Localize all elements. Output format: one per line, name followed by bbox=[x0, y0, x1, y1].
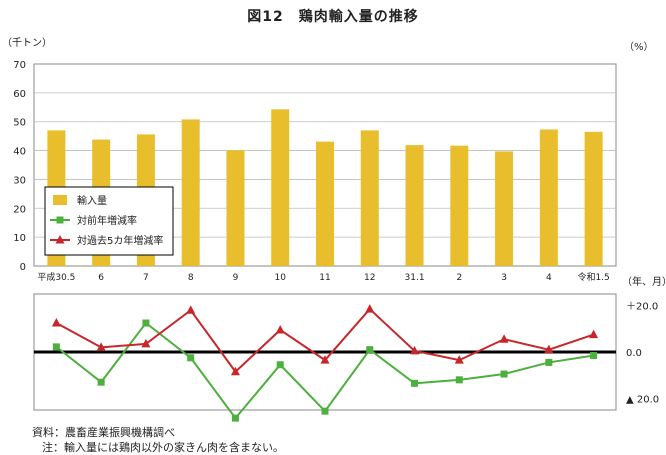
series-marker-square bbox=[590, 351, 598, 359]
x-tick-label: 8 bbox=[188, 273, 194, 283]
line-y-tick-label: 0.0 bbox=[626, 348, 642, 359]
series-marker-square bbox=[411, 379, 419, 387]
series-marker-triangle bbox=[410, 345, 420, 355]
series-marker-square bbox=[231, 414, 239, 422]
bar bbox=[226, 150, 245, 266]
series-marker-triangle bbox=[275, 324, 285, 334]
bar-y-tick-label: 50 bbox=[13, 118, 26, 129]
series-marker-triangle bbox=[186, 305, 196, 314]
bar-y-tick-label: 10 bbox=[13, 233, 26, 244]
line-y-tick-label: ＋20.0 bbox=[626, 302, 658, 313]
bar bbox=[360, 130, 379, 266]
line-y-axis-label: （%） bbox=[624, 41, 654, 53]
x-tick-label: 7 bbox=[143, 273, 149, 283]
legend-marker-triangle bbox=[55, 235, 65, 244]
bar-y-tick-label: 30 bbox=[13, 175, 26, 186]
series-marker-square bbox=[276, 361, 284, 369]
series-marker-square bbox=[52, 343, 60, 351]
x-tick-label: 11 bbox=[319, 273, 330, 283]
legend-swatch-bar bbox=[53, 195, 67, 205]
bar bbox=[495, 151, 514, 266]
series-marker-triangle bbox=[589, 329, 599, 339]
bar-y-tick-label: 40 bbox=[13, 147, 26, 158]
series-marker-triangle bbox=[454, 355, 464, 364]
series-marker-triangle bbox=[230, 366, 240, 376]
x-tick-label: 10 bbox=[275, 273, 287, 283]
x-tick-label: 平成30.5 bbox=[37, 271, 75, 283]
x-tick-label: 2 bbox=[456, 273, 462, 283]
bar bbox=[181, 119, 200, 266]
legend-marker-square bbox=[56, 216, 64, 224]
legend-label: 輸入量 bbox=[77, 194, 107, 207]
bar-y-tick-label: 0 bbox=[20, 262, 26, 273]
series-marker-triangle bbox=[96, 342, 106, 351]
x-tick-label: 6 bbox=[98, 273, 104, 283]
bar bbox=[271, 109, 290, 266]
series-marker-square bbox=[97, 378, 105, 386]
series-marker-square bbox=[187, 354, 195, 362]
x-tick-label: 3 bbox=[501, 273, 507, 283]
bar bbox=[584, 131, 603, 266]
series-marker-square bbox=[500, 370, 508, 378]
source-note: 資料：農畜産業振興機構調べ bbox=[32, 426, 175, 439]
bar-y-tick-label: 60 bbox=[13, 89, 26, 100]
chart-title: 図12 鶏肉輸入量の推移 bbox=[247, 9, 419, 25]
footnote: 注：輸入量には鶏肉以外の家きん肉を含まない。 bbox=[42, 441, 284, 454]
bar bbox=[539, 129, 558, 266]
series-marker-square bbox=[455, 376, 463, 384]
series-marker-square bbox=[321, 407, 329, 415]
series-marker-triangle bbox=[320, 355, 330, 364]
x-tick-label: 9 bbox=[233, 273, 239, 283]
bar-y-tick-label: 70 bbox=[13, 60, 26, 71]
x-tick-label: 令和1.5 bbox=[577, 271, 609, 283]
series-marker-triangle bbox=[141, 338, 151, 348]
legend-label: 対過去5カ年増減率 bbox=[77, 234, 163, 247]
x-tick-label: 4 bbox=[546, 273, 552, 283]
series-marker-triangle bbox=[365, 304, 375, 313]
series-marker-square bbox=[545, 358, 553, 366]
line-y-tick-label: ▲ 20.0 bbox=[626, 394, 659, 405]
x-axis-label: （年、月） bbox=[622, 275, 666, 288]
bar-y-tick-label: 20 bbox=[13, 204, 26, 215]
legend-label: 対前年増減率 bbox=[77, 214, 137, 227]
series-marker-square bbox=[142, 319, 150, 327]
bar bbox=[450, 145, 469, 266]
series-marker-square bbox=[366, 346, 374, 354]
series-marker-triangle bbox=[499, 334, 509, 343]
x-tick-label: 12 bbox=[364, 273, 375, 283]
bar-y-axis-label: （千トン） bbox=[2, 37, 52, 49]
series-marker-triangle bbox=[51, 318, 61, 327]
x-tick-label: 31.1 bbox=[405, 273, 425, 283]
bar bbox=[405, 145, 424, 266]
bar bbox=[316, 141, 334, 266]
series-marker-triangle bbox=[544, 344, 554, 354]
